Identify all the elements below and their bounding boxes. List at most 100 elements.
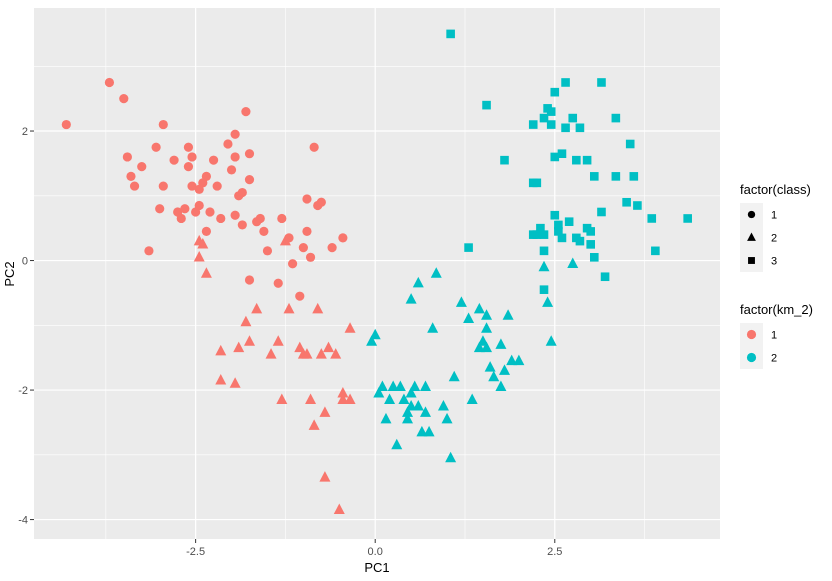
point-class2-km2-30 — [466, 393, 478, 404]
point-class1-km1-22 — [194, 200, 204, 211]
point-class1-km1-57 — [327, 242, 337, 253]
legend-label-0-0: 1 — [771, 210, 777, 222]
point-class2-km2-26 — [445, 451, 457, 463]
point-class2-km2-20 — [419, 380, 431, 392]
point-class1-km1-51 — [302, 226, 312, 237]
point-class3-km2-16 — [550, 152, 560, 162]
point-class2-km2-48 — [473, 302, 485, 314]
point-class2-km1-30 — [319, 471, 331, 482]
point-class2-km2-1 — [369, 328, 381, 340]
point-class3-km2-23 — [568, 113, 578, 123]
point-class2-km1-17 — [301, 348, 313, 359]
point-class1-km1-35 — [230, 210, 240, 220]
point-class3-km2-41 — [629, 172, 639, 181]
point-class3-km2-42 — [633, 201, 642, 210]
point-class3-km2-17 — [554, 227, 563, 236]
point-class2-km2-34 — [481, 341, 493, 353]
point-class2-km1-8 — [240, 315, 252, 327]
point-class3-km2-35 — [597, 78, 606, 87]
point-class2-km1-14 — [283, 302, 295, 314]
point-class3-km2-34 — [597, 207, 606, 217]
grid-minor — [34, 8, 720, 539]
point-class2-km2-44 — [545, 335, 557, 346]
point-class2-km1-9 — [243, 335, 255, 346]
point-class3-km2-1 — [464, 243, 473, 252]
point-class1-km1-45 — [273, 278, 283, 288]
point-class2-km2-19 — [419, 406, 431, 417]
point-class3-km2-27 — [575, 236, 585, 246]
point-class1-km1-31 — [230, 129, 240, 139]
point-class2-km1-29 — [333, 503, 345, 515]
point-class3-km2-43 — [647, 214, 657, 223]
legend-key-circle-0 — [747, 210, 756, 219]
point-class2-km2-14 — [405, 293, 417, 304]
point-class1-km1-1 — [104, 77, 115, 88]
point-class2-km1-22 — [319, 406, 331, 417]
point-class3-km2-44 — [651, 246, 660, 256]
point-class3-km2-10 — [539, 230, 549, 239]
point-class1-km1-11 — [158, 181, 168, 191]
point-class3-km2-26 — [575, 123, 585, 133]
point-class2-km2-22 — [427, 322, 439, 333]
point-class2-km2-37 — [495, 338, 507, 349]
point-class1-km1-28 — [212, 181, 222, 191]
y-tick-label-3: 2 — [22, 126, 28, 138]
legend-key-color-0 — [746, 329, 757, 340]
point-class3-km2-0 — [446, 29, 455, 39]
point-class2-km2-32 — [477, 335, 489, 346]
point-class2-km1-7 — [233, 341, 245, 353]
point-class3-km2-13 — [546, 107, 556, 116]
y-tick-label-0: -4 — [18, 515, 28, 527]
point-class2-km1-25 — [337, 386, 349, 398]
point-class2-km2-4 — [380, 412, 392, 424]
point-class3-km2-8 — [532, 230, 542, 239]
legend-key-square-2 — [748, 257, 755, 264]
point-class2-km2-46 — [567, 257, 579, 268]
point-class2-km1-13 — [276, 393, 288, 404]
point-class1-km1-40 — [244, 175, 255, 185]
point-class1-km1-16 — [183, 142, 194, 152]
x-tick-label-0: -2.5 — [186, 546, 205, 558]
point-class1-km1-7 — [144, 246, 154, 256]
legend-label-0-1: 2 — [771, 233, 777, 245]
point-class2-km1-15 — [294, 341, 306, 353]
point-class2-km1-27 — [344, 322, 356, 333]
point-class1-km1-27 — [208, 155, 219, 165]
point-class2-km1-28 — [344, 393, 356, 404]
legend-label-0-2: 3 — [771, 256, 777, 268]
point-class1-km1-54 — [309, 142, 319, 152]
point-class1-km1-43 — [259, 226, 269, 237]
point-class1-km1-38 — [241, 107, 251, 117]
point-class3-km2-46 — [539, 285, 549, 294]
point-class2-km1-23 — [323, 341, 335, 353]
x-axis-title: PC1 — [364, 560, 389, 575]
point-class3-km2-31 — [586, 240, 596, 249]
point-class2-km2-31 — [473, 341, 485, 353]
point-class2-km1-11 — [265, 348, 277, 359]
point-class3-km2-40 — [625, 139, 635, 149]
point-class1-km1-4 — [126, 171, 136, 181]
point-class3-km2-47 — [550, 210, 560, 220]
point-class2-km1-6 — [229, 377, 241, 388]
point-class3-km2-3 — [500, 155, 509, 165]
point-class2-km2-45 — [542, 296, 554, 307]
point-class1-km1-33 — [230, 152, 240, 162]
point-class2-km2-8 — [394, 380, 406, 392]
point-class1-km1-3 — [122, 152, 132, 162]
point-class2-km1-10 — [251, 302, 263, 314]
point-class3-km2-37 — [611, 113, 621, 123]
legends: factor(class) 1 2 3 factor(km_2) 1 2 — [740, 182, 813, 369]
point-class2-km2-24 — [437, 399, 449, 411]
point-class2-km2-40 — [506, 354, 518, 366]
point-class2-km2-41 — [513, 354, 525, 366]
point-class2-km2-25 — [441, 412, 453, 424]
point-class3-km2-32 — [589, 172, 599, 181]
point-class1-km1-49 — [295, 291, 305, 301]
point-class1-km1-2 — [119, 94, 129, 104]
point-class2-km2-15 — [409, 380, 421, 392]
point-class2-km2-13 — [405, 399, 417, 411]
point-class3-km2-21 — [561, 123, 570, 133]
point-class3-km2-38 — [611, 172, 621, 181]
point-class2-km1-18 — [305, 393, 317, 404]
